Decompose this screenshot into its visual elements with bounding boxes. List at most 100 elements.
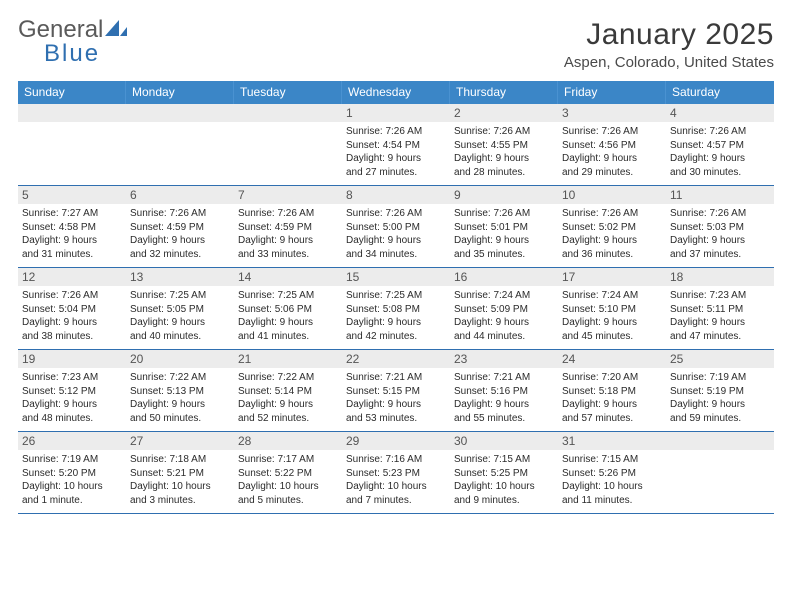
daylight-line-1: Daylight: 9 hours xyxy=(454,152,554,166)
daylight-line-2: and 45 minutes. xyxy=(562,330,662,344)
day-cell: 25Sunrise: 7:19 AMSunset: 5:19 PMDayligh… xyxy=(666,350,774,431)
day-number: 20 xyxy=(126,350,234,368)
day-details: Sunrise: 7:25 AMSunset: 5:08 PMDaylight:… xyxy=(346,289,446,343)
daylight-line-2: and 57 minutes. xyxy=(562,412,662,426)
daylight-line-1: Daylight: 9 hours xyxy=(346,316,446,330)
sunrise-line: Sunrise: 7:25 AM xyxy=(130,289,230,303)
daylight-line-1: Daylight: 9 hours xyxy=(22,398,122,412)
sunrise-line: Sunrise: 7:22 AM xyxy=(130,371,230,385)
daylight-line-2: and 36 minutes. xyxy=(562,248,662,262)
day-details: Sunrise: 7:25 AMSunset: 5:06 PMDaylight:… xyxy=(238,289,338,343)
day-details: Sunrise: 7:15 AMSunset: 5:25 PMDaylight:… xyxy=(454,453,554,507)
day-cell xyxy=(234,104,342,185)
week-row: 12Sunrise: 7:26 AMSunset: 5:04 PMDayligh… xyxy=(18,268,774,350)
day-cell: 24 Sunrise: 7:20 AMSunset: 5:18 PMDayligh… xyxy=(558,350,666,431)
sunset-line: Sunset: 5:10 PM xyxy=(562,303,662,317)
day-number: 5 xyxy=(18,186,126,204)
sunrise-line: Sunrise: 7:23 AM xyxy=(670,289,770,303)
sunrise-line: Sunrise: 7:26 AM xyxy=(346,207,446,221)
daylight-line-2: and 28 minutes. xyxy=(454,166,554,180)
sunset-line: Sunset: 5:18 PM xyxy=(562,385,662,399)
day-number: 23 xyxy=(450,350,558,368)
sunrise-line: Sunrise: 7:15 AM xyxy=(454,453,554,467)
sunrise-line: Sunrise: 7:18 AM xyxy=(130,453,230,467)
day-of-week-header: Sunday Monday Tuesday Wednesday Thursday… xyxy=(18,81,774,104)
sunset-line: Sunset: 5:09 PM xyxy=(454,303,554,317)
day-details: Sunrise: 7:26 AMSunset: 4:55 PMDaylight:… xyxy=(454,125,554,179)
header-row: General Blue January 2025 Aspen, Colorad… xyxy=(18,18,774,71)
sunset-line: Sunset: 5:11 PM xyxy=(670,303,770,317)
daylight-line-1: Daylight: 9 hours xyxy=(130,316,230,330)
day-number: 13 xyxy=(126,268,234,286)
day-number: 19 xyxy=(18,350,126,368)
daylight-line-2: and 47 minutes. xyxy=(670,330,770,344)
sunset-line: Sunset: 5:04 PM xyxy=(22,303,122,317)
daylight-line-1: Daylight: 10 hours xyxy=(346,480,446,494)
sunrise-line: Sunrise: 7:20 AM xyxy=(562,371,662,385)
day-details: Sunrise: 7:20 AMSunset: 5:18 PMDaylight:… xyxy=(562,371,662,425)
sunset-line: Sunset: 5:13 PM xyxy=(130,385,230,399)
day-details: Sunrise: 7:16 AMSunset: 5:23 PMDaylight:… xyxy=(346,453,446,507)
day-cell: 18Sunrise: 7:23 AMSunset: 5:11 PMDayligh… xyxy=(666,268,774,349)
sunrise-line: Sunrise: 7:26 AM xyxy=(22,289,122,303)
day-details: Sunrise: 7:26 AMSunset: 5:01 PMDaylight:… xyxy=(454,207,554,261)
sunset-line: Sunset: 5:06 PM xyxy=(238,303,338,317)
day-details: Sunrise: 7:21 AMSunset: 5:15 PMDaylight:… xyxy=(346,371,446,425)
day-cell: 26Sunrise: 7:19 AMSunset: 5:20 PMDayligh… xyxy=(18,432,126,513)
daylight-line-1: Daylight: 10 hours xyxy=(454,480,554,494)
day-cell: 15Sunrise: 7:25 AMSunset: 5:08 PMDayligh… xyxy=(342,268,450,349)
daylight-line-2: and 11 minutes. xyxy=(562,494,662,508)
day-number: 17 xyxy=(558,268,666,286)
daylight-line-1: Daylight: 9 hours xyxy=(238,398,338,412)
daylight-line-1: Daylight: 9 hours xyxy=(670,234,770,248)
sunset-line: Sunset: 5:20 PM xyxy=(22,467,122,481)
daylight-line-2: and 9 minutes. xyxy=(454,494,554,508)
sunrise-line: Sunrise: 7:26 AM xyxy=(454,125,554,139)
sunset-line: Sunset: 5:16 PM xyxy=(454,385,554,399)
daylight-line-2: and 29 minutes. xyxy=(562,166,662,180)
sunrise-line: Sunrise: 7:26 AM xyxy=(346,125,446,139)
day-cell xyxy=(666,432,774,513)
daylight-line-2: and 48 minutes. xyxy=(22,412,122,426)
calendar-page: General Blue January 2025 Aspen, Colorad… xyxy=(0,0,792,524)
daylight-line-1: Daylight: 9 hours xyxy=(346,398,446,412)
day-cell: 3Sunrise: 7:26 AMSunset: 4:56 PMDaylight… xyxy=(558,104,666,185)
daylight-line-2: and 34 minutes. xyxy=(346,248,446,262)
dow-tuesday: Tuesday xyxy=(234,81,342,104)
daylight-line-2: and 40 minutes. xyxy=(130,330,230,344)
daylight-line-2: and 44 minutes. xyxy=(454,330,554,344)
daylight-line-2: and 31 minutes. xyxy=(22,248,122,262)
day-number: 24 xyxy=(558,350,666,368)
sunset-line: Sunset: 5:26 PM xyxy=(562,467,662,481)
day-number: 30 xyxy=(450,432,558,450)
sunset-line: Sunset: 5:21 PM xyxy=(130,467,230,481)
sunrise-line: Sunrise: 7:16 AM xyxy=(346,453,446,467)
daylight-line-2: and 41 minutes. xyxy=(238,330,338,344)
day-details: Sunrise: 7:27 AMSunset: 4:58 PMDaylight:… xyxy=(22,207,122,261)
logo-word-blue: Blue xyxy=(18,40,100,67)
daylight-line-2: and 42 minutes. xyxy=(346,330,446,344)
day-details: Sunrise: 7:26 AMSunset: 4:59 PMDaylight:… xyxy=(130,207,230,261)
day-cell: 2Sunrise: 7:26 AMSunset: 4:55 PMDaylight… xyxy=(450,104,558,185)
day-number: 11 xyxy=(666,186,774,204)
daylight-line-1: Daylight: 9 hours xyxy=(238,234,338,248)
day-cell: 22 Sunrise: 7:21 AMSunset: 5:15 PMDayligh… xyxy=(342,350,450,431)
sunset-line: Sunset: 4:59 PM xyxy=(238,221,338,235)
logo-word-general: General xyxy=(18,16,103,43)
daylight-line-2: and 50 minutes. xyxy=(130,412,230,426)
sunset-line: Sunset: 5:01 PM xyxy=(454,221,554,235)
daylight-line-2: and 33 minutes. xyxy=(238,248,338,262)
day-details: Sunrise: 7:21 AMSunset: 5:16 PMDaylight:… xyxy=(454,371,554,425)
sunrise-line: Sunrise: 7:19 AM xyxy=(22,453,122,467)
day-details: Sunrise: 7:26 AMSunset: 4:59 PMDaylight:… xyxy=(238,207,338,261)
day-number: 28 xyxy=(234,432,342,450)
dow-wednesday: Wednesday xyxy=(342,81,450,104)
day-number: 26 xyxy=(18,432,126,450)
daylight-line-2: and 37 minutes. xyxy=(670,248,770,262)
day-details: Sunrise: 7:26 AMSunset: 4:56 PMDaylight:… xyxy=(562,125,662,179)
day-number: 22 xyxy=(342,350,450,368)
day-details: Sunrise: 7:22 AMSunset: 5:14 PMDaylight:… xyxy=(238,371,338,425)
daylight-line-2: and 5 minutes. xyxy=(238,494,338,508)
sunset-line: Sunset: 5:00 PM xyxy=(346,221,446,235)
day-number xyxy=(126,104,234,122)
